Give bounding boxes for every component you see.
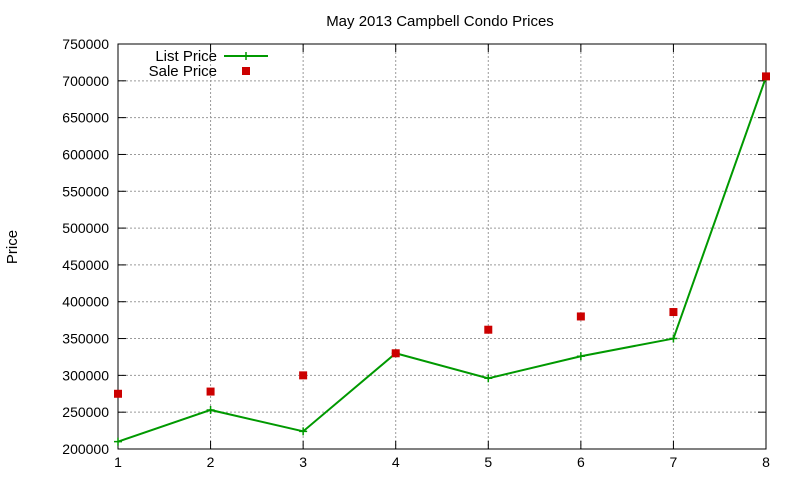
x-tick-label: 6 [577, 454, 585, 470]
x-tick-label: 2 [207, 454, 215, 470]
x-tick-label: 7 [670, 454, 678, 470]
chart-title: May 2013 Campbell Condo Prices [326, 13, 554, 30]
sale-price-point [299, 371, 308, 380]
list-price-point [484, 374, 493, 383]
x-tick-label: 8 [762, 454, 770, 470]
sale-price-point [114, 389, 122, 398]
sale-price-point [391, 349, 400, 358]
list-price-point [114, 437, 122, 446]
y-tick-label: 650000 [62, 110, 109, 126]
y-tick-label: 350000 [62, 331, 109, 347]
y-axis-label: Price [4, 230, 21, 264]
sale-price-point [484, 325, 493, 334]
y-tick-label: 400000 [62, 294, 109, 310]
y-tick-label: 550000 [62, 183, 109, 199]
series [114, 72, 770, 446]
y-tick-label: 500000 [62, 220, 109, 236]
series-sale-price [114, 72, 770, 398]
x-tick-label: 3 [299, 454, 307, 470]
list-price-line [117, 76, 767, 443]
list-price-point [299, 427, 308, 436]
legend-square-marker [242, 67, 250, 75]
list-price-point [206, 405, 215, 414]
grid [118, 44, 766, 449]
sale-price-point [576, 312, 585, 321]
x-tick-label: 4 [392, 454, 400, 470]
sale-price-point [206, 387, 215, 396]
y-tick-label: 250000 [62, 404, 109, 420]
plot-frame [117, 43, 767, 450]
y-tick-label: 600000 [62, 146, 109, 162]
x-tick-label: 5 [484, 454, 492, 470]
list-price-point [576, 352, 585, 361]
sale-price-point [669, 308, 678, 317]
legend-label: Sale Price [149, 63, 217, 80]
y-tick-label: 700000 [62, 73, 109, 89]
list-price-point [669, 334, 678, 343]
x-tick-label: 1 [114, 454, 122, 470]
y-tick-label: 750000 [62, 36, 109, 52]
sale-price-point [762, 72, 770, 81]
legend-label: List Price [155, 48, 217, 65]
axis-ticks: 200000 250000 300000 350000 400000 450000 5000… [62, 36, 770, 470]
y-tick-label: 300000 [62, 367, 109, 383]
legend-plus-marker [242, 52, 250, 60]
y-tick-label: 450000 [62, 257, 109, 273]
y-tick-label: 200000 [62, 441, 109, 457]
